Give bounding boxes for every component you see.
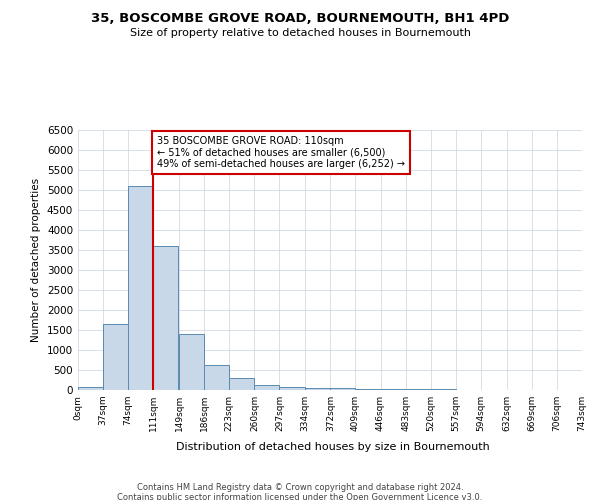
Bar <box>355 388 380 390</box>
Text: 35, BOSCOMBE GROVE ROAD, BOURNEMOUTH, BH1 4PD: 35, BOSCOMBE GROVE ROAD, BOURNEMOUTH, BH… <box>91 12 509 26</box>
Y-axis label: Number of detached properties: Number of detached properties <box>31 178 41 342</box>
Bar <box>331 388 355 390</box>
Bar <box>103 324 128 390</box>
Bar <box>254 385 280 390</box>
Text: Size of property relative to detached houses in Bournemouth: Size of property relative to detached ho… <box>130 28 470 38</box>
Bar <box>305 388 329 390</box>
Bar <box>204 365 229 390</box>
Bar <box>229 378 254 390</box>
Text: Distribution of detached houses by size in Bournemouth: Distribution of detached houses by size … <box>176 442 490 452</box>
Text: Contains HM Land Registry data © Crown copyright and database right 2024.: Contains HM Land Registry data © Crown c… <box>137 482 463 492</box>
Bar <box>179 334 204 390</box>
Bar <box>280 386 305 390</box>
Bar <box>78 387 103 390</box>
Bar <box>380 389 406 390</box>
Bar <box>153 246 178 390</box>
Text: 35 BOSCOMBE GROVE ROAD: 110sqm
← 51% of detached houses are smaller (6,500)
49% : 35 BOSCOMBE GROVE ROAD: 110sqm ← 51% of … <box>157 136 404 169</box>
Text: Contains public sector information licensed under the Open Government Licence v3: Contains public sector information licen… <box>118 492 482 500</box>
Bar <box>406 389 431 390</box>
Bar <box>128 186 153 390</box>
